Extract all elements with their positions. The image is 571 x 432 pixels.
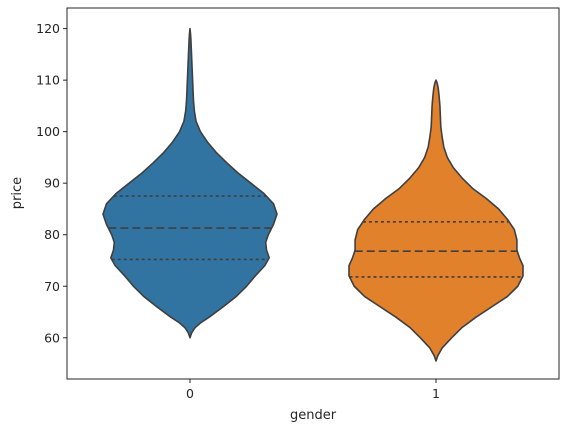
x-axis-label: gender	[290, 408, 337, 423]
y-axis-label: price	[10, 177, 25, 209]
x-tick-label: 0	[186, 386, 194, 401]
y-tick-label: 80	[44, 227, 60, 242]
y-tick-label: 70	[44, 279, 60, 294]
y-tick-label: 100	[36, 124, 60, 139]
violin-1	[348, 79, 524, 362]
violin-body-1	[348, 79, 524, 362]
violins-layer	[102, 27, 524, 362]
y-tick-label: 110	[36, 73, 60, 88]
plot-area-frame	[66, 7, 560, 380]
x-tick-label: 1	[432, 386, 440, 401]
y-axis: 60 70 80 90 100 110 120	[36, 21, 67, 345]
y-tick-label: 120	[36, 21, 60, 36]
y-tick-label: 60	[44, 330, 60, 345]
violin-body-0	[102, 27, 278, 339]
y-tick-label: 90	[44, 176, 60, 191]
violin-0	[102, 27, 278, 339]
